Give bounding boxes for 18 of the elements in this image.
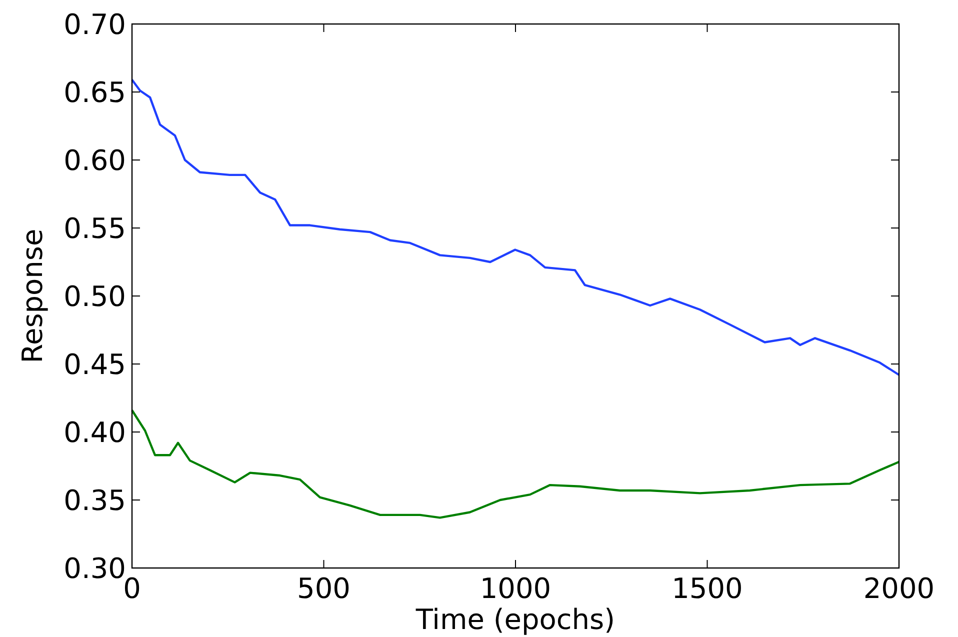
y-tick-label: 0.55 bbox=[64, 212, 126, 245]
x-tick-label: 1000 bbox=[480, 572, 552, 605]
y-axis-title: Response bbox=[16, 228, 49, 364]
x-tick-label: 1500 bbox=[672, 572, 743, 605]
y-tick-label: 0.70 bbox=[64, 8, 126, 41]
y-tick-label: 0.60 bbox=[64, 144, 126, 177]
x-tick-label: 500 bbox=[297, 572, 350, 605]
y-tick-label: 0.45 bbox=[64, 348, 126, 381]
x-tick-label: 2000 bbox=[863, 572, 935, 605]
x-axis-title: Time (epochs) bbox=[414, 603, 616, 636]
y-tick-label: 0.30 bbox=[64, 552, 126, 585]
line-series bbox=[130, 409, 900, 519]
y-tick-label: 0.65 bbox=[64, 76, 126, 109]
line-series bbox=[130, 78, 900, 376]
y-tick-label: 0.35 bbox=[64, 484, 126, 517]
x-tick-label: 0 bbox=[123, 572, 141, 605]
y-tick-label: 0.40 bbox=[64, 416, 126, 449]
y-tick-label: 0.50 bbox=[64, 280, 126, 313]
